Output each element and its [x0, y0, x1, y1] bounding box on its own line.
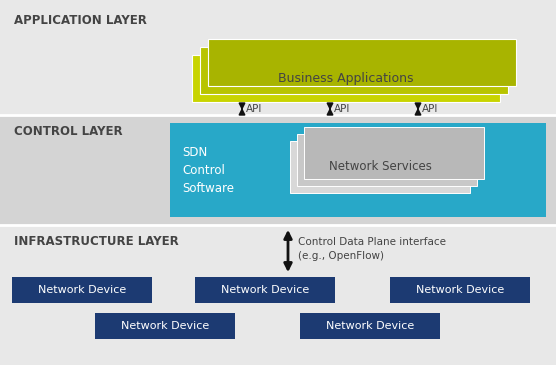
Text: Network Device: Network Device: [38, 285, 126, 295]
Bar: [0, 115, 556, 225]
Bar: [0, 0, 556, 115]
Text: INFRASTRUCTURE LAYER: INFRASTRUCTURE LAYER: [14, 235, 178, 248]
Bar: [290, 141, 470, 193]
Text: Network Device: Network Device: [326, 321, 414, 331]
Bar: [195, 277, 335, 303]
Bar: [208, 39, 516, 86]
Bar: [12, 277, 152, 303]
Text: SDN
Control
Software: SDN Control Software: [182, 146, 234, 195]
Text: API: API: [246, 104, 262, 114]
Text: Business Applications: Business Applications: [278, 72, 414, 85]
Text: Network Device: Network Device: [121, 321, 209, 331]
Bar: [200, 47, 508, 94]
Bar: [300, 313, 440, 339]
Text: API: API: [334, 104, 350, 114]
Text: Network Device: Network Device: [416, 285, 504, 295]
Bar: [0, 225, 556, 365]
Bar: [390, 277, 530, 303]
Text: Network Device: Network Device: [221, 285, 309, 295]
Bar: [297, 134, 477, 186]
Bar: [192, 55, 500, 102]
Text: APPLICATION LAYER: APPLICATION LAYER: [14, 14, 147, 27]
Bar: [95, 313, 235, 339]
Text: Control Data Plane interface
(e.g., OpenFlow): Control Data Plane interface (e.g., Open…: [298, 237, 446, 261]
Text: Network Services: Network Services: [329, 161, 431, 173]
Bar: [304, 127, 484, 179]
Text: CONTROL LAYER: CONTROL LAYER: [14, 125, 123, 138]
Bar: [170, 123, 546, 217]
Text: API: API: [422, 104, 438, 114]
